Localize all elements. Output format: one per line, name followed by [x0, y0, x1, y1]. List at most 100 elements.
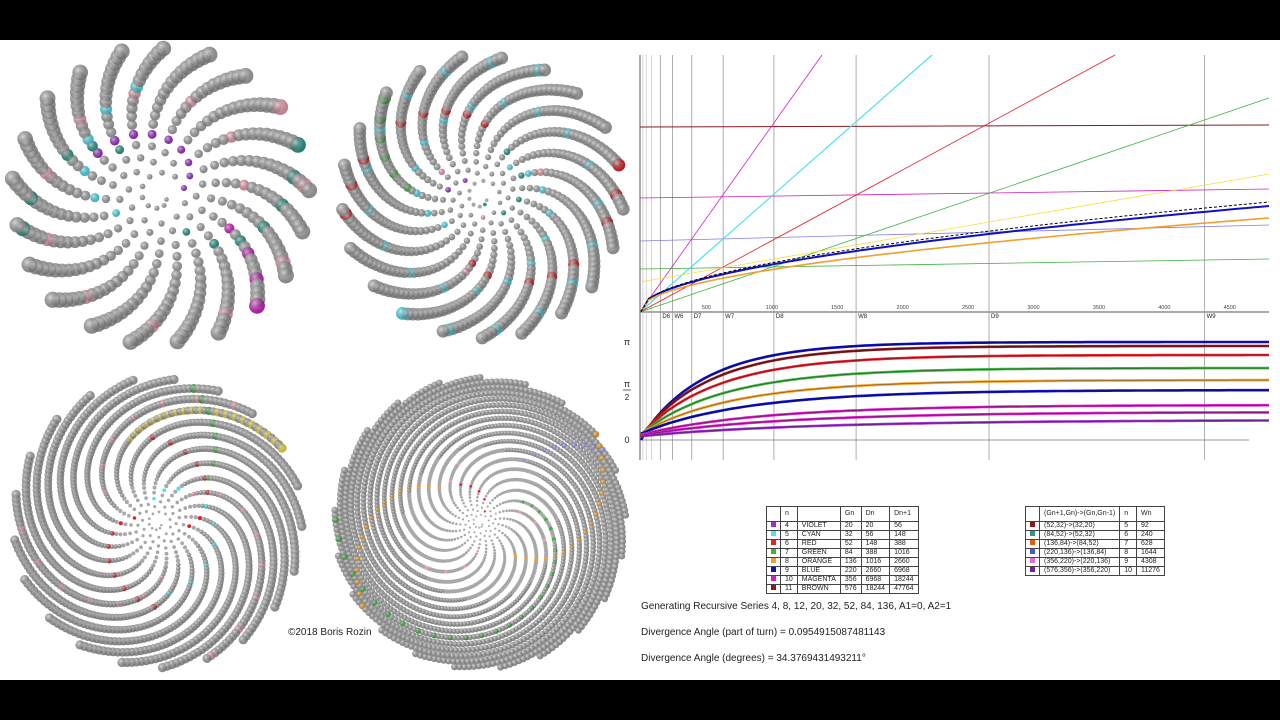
series-table-cell-n: 9 [780, 566, 798, 576]
series-table-cell-name: ORANGE [796, 557, 841, 567]
series-table-cell-dn1: 47764 [889, 584, 919, 594]
color-swatch [1030, 558, 1035, 563]
marker-label-w6: W6 [674, 314, 684, 320]
copyright-text: ©2018 Boris Rozin [288, 627, 372, 638]
marker-label-w9: W9 [1207, 314, 1217, 320]
series-table-cell-dn: 56 [860, 530, 891, 540]
series-table-header-0 [766, 506, 781, 522]
table-row: (136,84)->(84,52) 7 628 [1025, 539, 1165, 549]
series-table-cell-n: 7 [780, 548, 798, 558]
saturating-curve-core-4 [640, 367, 1269, 435]
x-tick-2000: 2000 [897, 305, 909, 311]
table-row: 9 BLUE 220 2660 6968 [766, 566, 919, 576]
table-row: (220,136)->(136,84) 8 1644 [1025, 548, 1165, 558]
series-table-cell-n: 6 [780, 539, 798, 549]
series-table-cell-gn: 136 [839, 557, 862, 567]
series-table-cell-dn1: 388 [889, 539, 919, 549]
color-swatch [771, 522, 776, 527]
series-table-cell-n: 8 [780, 557, 798, 567]
pair-table-cell-n: 8 [1119, 548, 1137, 558]
series-table-cell-dn: 1016 [860, 557, 891, 567]
y-tick-half-pi-denominator: 2 [625, 393, 630, 402]
series-table-cell-name: BLUE [796, 566, 841, 576]
h-line-brown [639, 124, 1270, 128]
saturating-curve-core-2 [640, 345, 1269, 438]
pair-table-cell-wn: 4308 [1136, 557, 1165, 567]
saturating-curve-core-3 [640, 354, 1269, 436]
swatch-cell [766, 539, 781, 549]
series-table-cell-dn: 18244 [860, 584, 891, 594]
curve-orange [640, 217, 1270, 313]
swatch-cell [1025, 566, 1040, 576]
swatch-cell [766, 566, 781, 576]
pair-table-cell-pair: (84,52)->(52,32) [1038, 530, 1121, 540]
divergence-graph: D6 W6 D7 W7 D8 W8 D9 W9 500 1000 1500 2000 2500 3000 3… [623, 54, 1270, 460]
x-tick-4500: 4500 [1224, 305, 1236, 311]
diag-green [639, 97, 1270, 313]
table-row: 11 BROWN 576 18244 47764 [766, 584, 919, 594]
swatch-cell [766, 575, 781, 585]
caption-series: Generating Recursive Series 4, 8, 12, 20… [641, 601, 952, 612]
curve-limit-dashed [640, 201, 1270, 313]
color-swatch [1030, 540, 1035, 545]
pair-table-cell-n: 9 [1119, 557, 1137, 567]
caption-angle-turn: Divergence Angle (part of turn) = 0.0954… [641, 627, 886, 638]
y-tick-pi: π [624, 337, 630, 347]
series-table-cell-name: VIOLET [796, 521, 841, 531]
pair-table: (Gn+1,Gn)->(Gn,Gn-1) n Wn (52,32)->(32,20) 5… [1025, 506, 1165, 576]
pair-table-cell-wn: 92 [1136, 521, 1165, 531]
color-swatch [771, 567, 776, 572]
series-table-header-5: Dn+1 [889, 506, 919, 522]
swatch-cell [1025, 548, 1040, 558]
series-table-cell-name: MAGENTA [796, 575, 841, 585]
color-swatch [1030, 567, 1035, 572]
series-table-cell-name: CYAN [796, 530, 841, 540]
main-canvas: D6 W6 D7 W7 D8 W8 D9 W9 500 1000 1500 2000 2500 3000 3… [0, 40, 1280, 680]
series-table-cell-name: RED [796, 539, 841, 549]
table-row: (576,356)->(356,220) 10 11276 [1025, 566, 1165, 576]
table-row: 10 MAGENTA 356 6968 18244 [766, 575, 919, 585]
diag-red [639, 54, 1116, 313]
saturating-curve-core-7 [640, 404, 1269, 436]
disk-top-left [4, 40, 318, 350]
series-table-cell-n: 4 [780, 521, 798, 531]
color-swatch [771, 576, 776, 581]
color-swatch [771, 531, 776, 536]
series-table-cell-gn: 356 [839, 575, 862, 585]
pair-table-cell-wn: 11276 [1136, 566, 1165, 576]
pair-table-cell-n: 7 [1119, 539, 1137, 549]
table-row: (84,52)->(52,32) 6 240 [1025, 530, 1165, 540]
x-tick-4000: 4000 [1158, 305, 1170, 311]
x-tick-1500: 1500 [831, 305, 843, 311]
marker-label-d7: D7 [694, 314, 702, 320]
pair-table-cell-wn: 240 [1136, 530, 1165, 540]
series-table-header-3: Gn [839, 506, 862, 522]
swatch-cell [766, 521, 781, 531]
series-table-cell-n: 10 [780, 575, 798, 585]
pair-table-cell-wn: 1644 [1136, 548, 1165, 558]
x-tick-3000: 3000 [1027, 305, 1039, 311]
pair-table-cell-n: 5 [1119, 521, 1137, 531]
swatch-cell [766, 530, 781, 540]
series-table-cell-n: 5 [780, 530, 798, 540]
h-line-blue [639, 224, 1270, 242]
pair-table-cell-pair: (52,32)->(32,20) [1038, 521, 1121, 531]
table-row: 7 GREEN 84 388 1016 [766, 548, 919, 558]
series-table-cell-name: BROWN [796, 584, 841, 594]
pair-table-cell-n: 6 [1119, 530, 1137, 540]
pair-table-header-3: Wn [1136, 506, 1165, 522]
saturating-curve-core-6 [640, 389, 1269, 434]
series-table-cell-dn: 20 [860, 521, 891, 531]
color-swatch [771, 585, 776, 590]
marker-label-d8: D8 [776, 314, 784, 320]
table-row: (356,220)->(220,136) 9 4308 [1025, 557, 1165, 567]
diag-yellow [639, 173, 1270, 283]
marker-label-w8: W8 [858, 314, 868, 320]
swatch-cell [1025, 557, 1040, 567]
series-table-cell-dn: 6968 [860, 575, 891, 585]
curve-blue [640, 205, 1270, 313]
color-swatch [771, 540, 776, 545]
swatch-cell [1025, 521, 1040, 531]
pair-table-cell-n: 10 [1119, 566, 1137, 576]
disk-bottom-left [10, 374, 307, 673]
